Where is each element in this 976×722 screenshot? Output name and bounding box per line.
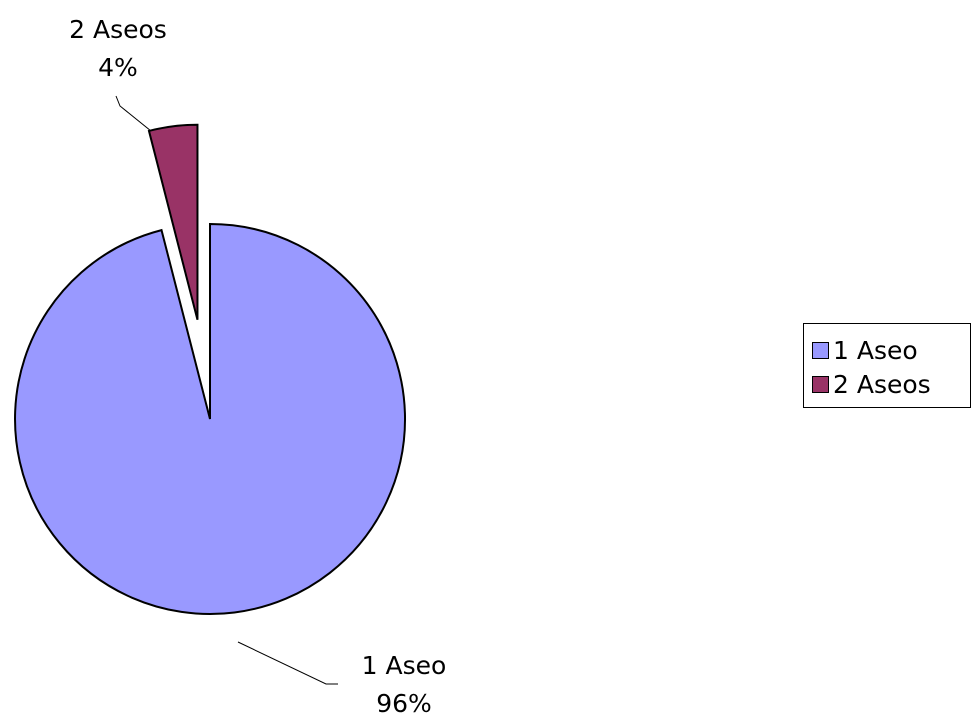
leader-line-1-aseo xyxy=(237,641,338,685)
legend-item-1-aseo: 1 Aseo xyxy=(812,334,918,366)
slice-label-name-2-aseos: 2 Aseos xyxy=(69,15,167,44)
pie-slice-2-aseos xyxy=(147,123,199,321)
slice-labels: 2 Aseos 4% 1 Aseo 96% xyxy=(69,15,446,718)
legend-label-2-aseos: 2 Aseos xyxy=(833,369,931,399)
legend-swatch-1-aseo xyxy=(812,341,829,359)
legend-item-2-aseos: 2 Aseos xyxy=(812,368,931,400)
leader-line-2-aseos xyxy=(115,95,152,132)
leader-lines xyxy=(115,95,338,685)
slice-label-name-1-aseo: 1 Aseo xyxy=(362,651,447,680)
pie-slice-1-aseo xyxy=(14,222,406,615)
slice-label-percent-2-aseos: 4% xyxy=(98,53,138,82)
legend-swatch-2-aseos xyxy=(812,375,829,393)
pie-slices xyxy=(14,123,406,615)
legend: 1 Aseo 2 Aseos xyxy=(803,323,971,408)
legend-label-1-aseo: 1 Aseo xyxy=(833,335,918,365)
slice-label-percent-1-aseo: 96% xyxy=(376,689,432,718)
